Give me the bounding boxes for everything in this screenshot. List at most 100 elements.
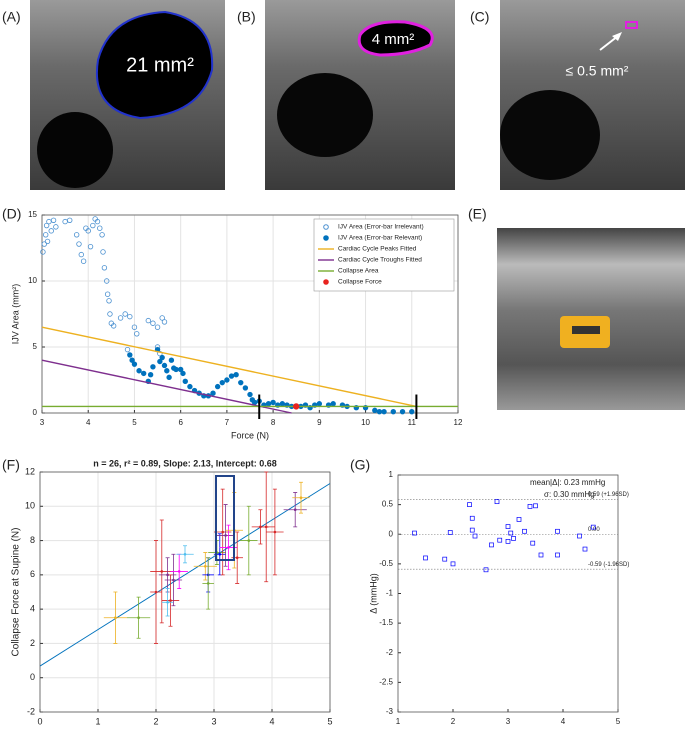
reference-label: 0.00 — [588, 527, 600, 533]
x-tick-label: 4 — [561, 717, 566, 726]
y-axis-label: Δ (mmHg) — [368, 573, 378, 614]
data-point — [114, 616, 117, 619]
data-point — [271, 400, 276, 405]
image-c: (C) ≤ 0.5 mm² — [470, 0, 685, 190]
data-point — [169, 599, 172, 602]
x-tick-label: 1 — [95, 716, 100, 726]
x-tick-label: 2 — [153, 716, 158, 726]
data-point — [132, 362, 137, 367]
data-point — [248, 539, 251, 542]
x-tick-label: 3 — [211, 716, 216, 726]
legend-label: Collapse Area — [338, 268, 379, 275]
data-point — [220, 380, 225, 385]
x-tick-label: 3 — [40, 418, 45, 427]
data-point — [280, 401, 285, 406]
panel-label: (E) — [468, 206, 487, 222]
data-point — [227, 546, 230, 549]
data-point — [178, 570, 181, 573]
legend-label: Cardiac Cycle Peaks Fitted — [338, 246, 417, 253]
data-point — [225, 378, 230, 383]
data-point — [221, 531, 224, 534]
data-point — [236, 556, 239, 559]
y-tick-label: 10 — [25, 501, 35, 511]
data-point — [331, 401, 336, 406]
y-tick-label: 1 — [389, 470, 394, 479]
y-tick-label: 0 — [33, 408, 38, 417]
data-point — [137, 616, 140, 619]
x-tick-label: 5 — [327, 716, 332, 726]
panel-label: (D) — [2, 206, 21, 222]
legend-swatch — [324, 236, 329, 241]
y-axis-label: IJV Area (mm²) — [10, 284, 20, 345]
y-tick-label: 6 — [30, 569, 35, 579]
x-tick-label: 10 — [361, 418, 370, 427]
data-point — [373, 408, 378, 413]
data-point — [160, 355, 165, 360]
annotation: 21 mm² — [126, 54, 194, 76]
data-point — [183, 379, 188, 384]
data-point — [151, 365, 156, 370]
x-tick-label: 4 — [86, 418, 91, 427]
data-point — [243, 386, 248, 391]
data-point — [382, 409, 387, 414]
legend-swatch — [324, 280, 329, 285]
panel-label: (F) — [2, 457, 20, 473]
x-tick-label: 4 — [269, 716, 274, 726]
data-point — [229, 374, 234, 379]
panel-label: (A) — [2, 9, 21, 25]
data-point — [162, 363, 167, 368]
legend-label: Cardiac Cycle Troughs Fitted — [338, 257, 422, 264]
x-tick-label: 3 — [506, 717, 511, 726]
data-point — [317, 401, 322, 406]
annotation: mean|Δ|: 0.23 mmHg — [530, 478, 605, 487]
data-point — [161, 570, 164, 573]
x-tick-label: 6 — [178, 418, 183, 427]
data-point — [174, 367, 179, 372]
y-tick-label: 12 — [25, 466, 35, 476]
y-axis-label: Collapse Force at Supine (N) — [11, 528, 22, 657]
x-tick-label: 5 — [616, 717, 621, 726]
data-point — [265, 526, 268, 529]
data-point — [128, 353, 133, 358]
y-tick-label: 5 — [33, 342, 38, 351]
x-tick-label: 1 — [396, 717, 401, 726]
data-point — [294, 508, 297, 511]
x-tick-label: 12 — [454, 418, 463, 427]
x-tick-label: 5 — [132, 418, 137, 427]
y-tick-label: 15 — [28, 210, 37, 219]
data-point — [215, 384, 220, 389]
annotation: 4 mm² — [372, 31, 415, 48]
plot-area — [398, 475, 618, 712]
legend-label: IJV Area (Error-bar Relevant) — [338, 235, 422, 242]
y-tick-label: 4 — [30, 604, 35, 614]
data-point — [204, 565, 207, 568]
image-b: (B) 4 mm² — [237, 0, 455, 190]
data-point — [300, 496, 303, 499]
y-tick-label: 0.5 — [382, 500, 394, 509]
x-tick-label: 8 — [271, 418, 276, 427]
data-point — [252, 400, 257, 405]
y-tick-label: -2 — [27, 706, 35, 716]
data-point — [148, 372, 153, 377]
y-tick-label: 0 — [30, 672, 35, 682]
y-tick-label: -2.5 — [379, 677, 393, 686]
data-point — [137, 368, 142, 373]
image-e: (E) — [468, 206, 685, 410]
data-point — [400, 409, 405, 414]
y-tick-label: -2 — [386, 648, 394, 657]
data-point — [248, 392, 253, 397]
y-tick-label: -0.5 — [379, 559, 393, 568]
data-point — [188, 384, 193, 389]
panel-label: (G) — [350, 457, 370, 473]
data-point — [234, 372, 239, 377]
x-tick-label: 2 — [451, 717, 456, 726]
data-point — [266, 401, 271, 406]
y-tick-label: 10 — [28, 276, 37, 285]
data-point — [224, 534, 227, 537]
data-point — [238, 380, 243, 385]
y-tick-label: -1 — [386, 589, 394, 598]
data-point — [219, 553, 222, 556]
data-point — [141, 371, 146, 376]
data-point — [167, 375, 172, 380]
